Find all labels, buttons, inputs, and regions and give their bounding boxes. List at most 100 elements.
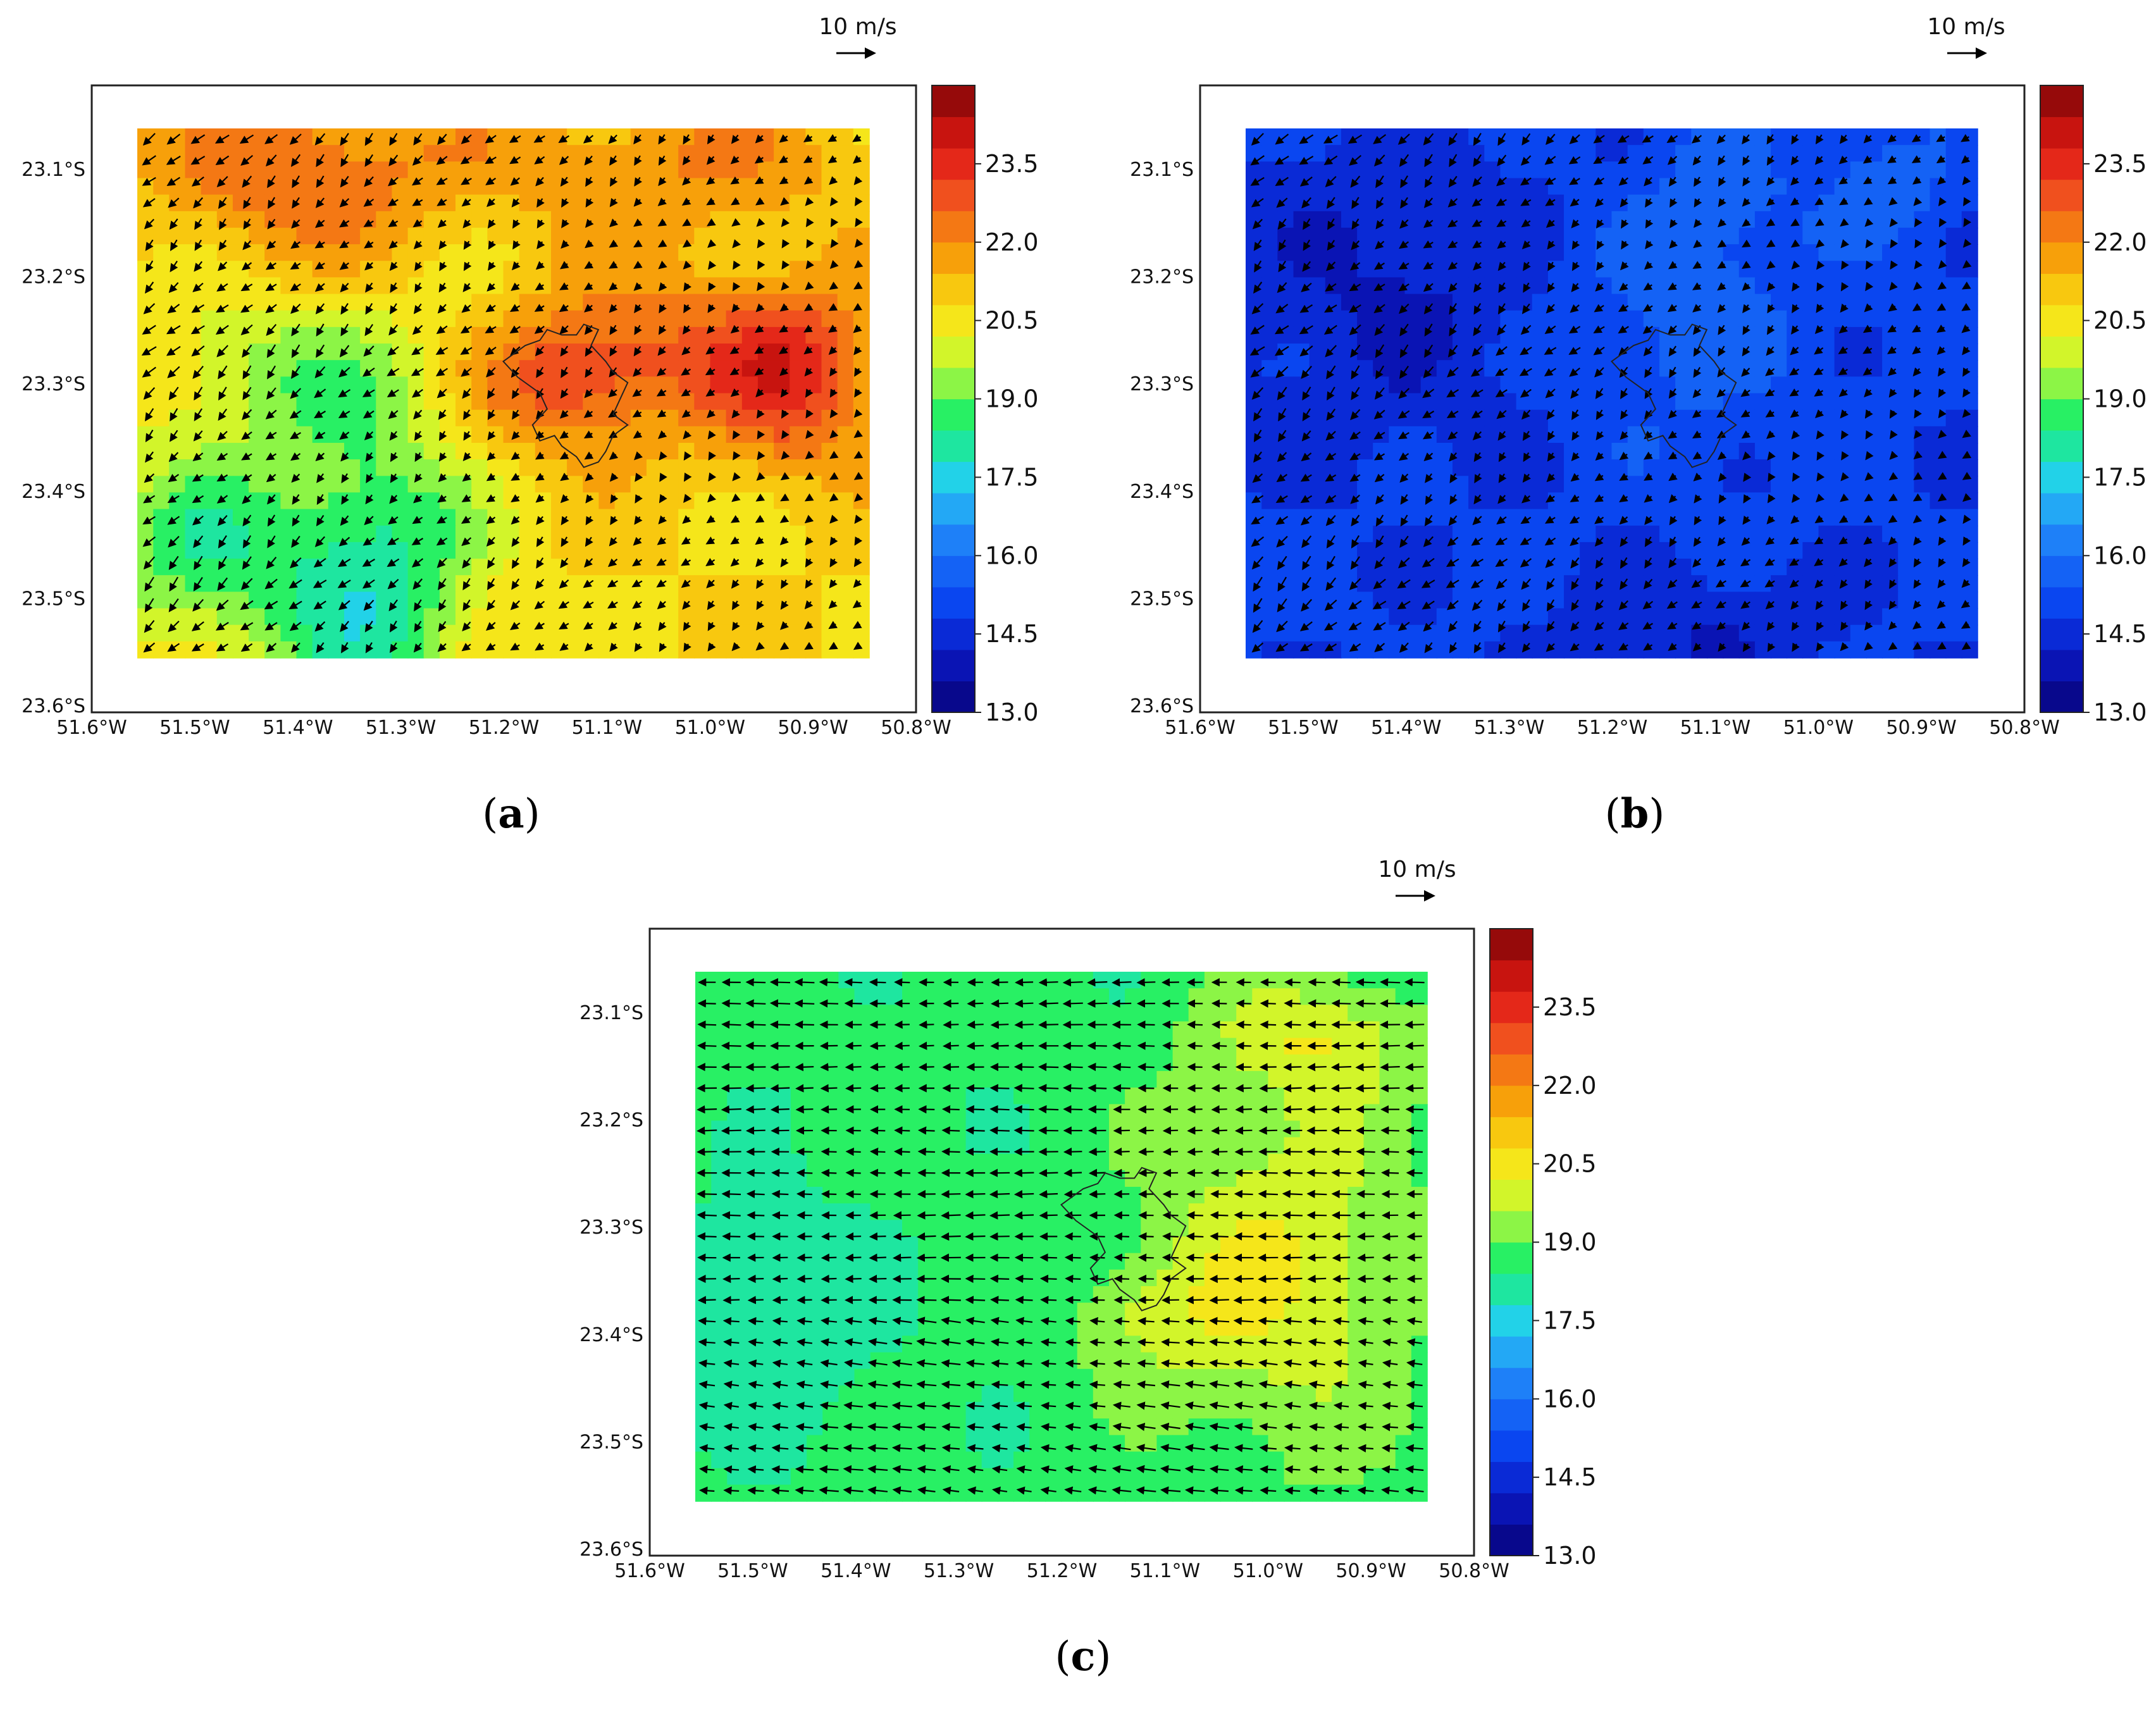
field-cell — [1293, 592, 1310, 609]
field-cell — [1404, 509, 1422, 526]
field-cell — [185, 227, 202, 245]
field-cell — [694, 360, 711, 378]
field-cell — [821, 194, 838, 212]
field-cell — [1675, 592, 1692, 609]
field-cell — [1675, 360, 1692, 378]
field-cell — [1882, 426, 1899, 443]
field-cell — [407, 525, 424, 543]
field-cell — [981, 1104, 998, 1122]
field-cell — [216, 326, 233, 344]
field-cell — [1277, 376, 1294, 394]
field-cell — [1268, 1054, 1285, 1072]
colorbar-segment — [2040, 649, 2083, 681]
field-cell — [153, 227, 170, 245]
field-cell — [439, 509, 456, 526]
field-cell — [567, 525, 584, 543]
field-cell — [1754, 509, 1771, 526]
field-cell — [1707, 542, 1724, 559]
field-cell — [1341, 509, 1358, 526]
field-cell — [1484, 145, 1501, 163]
field-cell — [646, 326, 663, 344]
field-cell — [1627, 376, 1644, 394]
field-cell — [296, 194, 313, 212]
field-cell — [551, 310, 567, 328]
field-cell — [407, 426, 424, 443]
field-cell — [1156, 1070, 1174, 1088]
field-cell — [551, 641, 567, 659]
field-cell — [646, 525, 663, 543]
field-cell — [376, 592, 393, 609]
field-cell — [710, 641, 727, 659]
field-cell — [1420, 161, 1437, 179]
colorbar-segment — [2040, 273, 2083, 306]
field-cell — [1707, 525, 1724, 543]
field-cell — [551, 261, 567, 278]
field-cell — [822, 1104, 839, 1122]
field-cell — [344, 194, 361, 212]
field-cell — [821, 360, 838, 378]
field-cell — [1404, 426, 1422, 443]
field-cell — [1357, 227, 1374, 245]
field-cell — [1468, 145, 1485, 163]
field-cell — [1787, 409, 1804, 427]
field-cell — [997, 972, 1014, 989]
field-cell — [1930, 492, 1947, 510]
field-cell — [757, 492, 774, 510]
field-cell — [1293, 310, 1310, 328]
field-cell — [662, 145, 679, 163]
field-cell — [1357, 575, 1374, 593]
field-cell — [1013, 1087, 1030, 1105]
field-cell — [264, 443, 282, 460]
field-cell — [1284, 1104, 1301, 1122]
field-cell — [312, 608, 329, 626]
field-cell — [519, 244, 536, 262]
field-cell — [1373, 294, 1390, 311]
field-cell — [153, 128, 170, 146]
latitude-tick-label: 23.3°S — [1130, 373, 1194, 395]
field-cell — [1357, 559, 1374, 576]
field-cell — [1468, 161, 1485, 179]
field-cell — [1707, 277, 1724, 295]
field-cell — [598, 376, 616, 394]
field-cell — [439, 409, 456, 427]
field-cell — [344, 592, 361, 609]
field-cell — [169, 145, 186, 163]
field-cell — [1866, 641, 1883, 659]
field-cell — [965, 1104, 982, 1122]
field-cell — [965, 972, 982, 989]
field-cell — [694, 459, 711, 477]
field-cell — [759, 1070, 776, 1088]
field-cell — [1484, 492, 1501, 510]
field-cell — [837, 443, 854, 460]
latitude-tick-label: 23.6°S — [22, 695, 85, 717]
field-cell — [216, 161, 233, 179]
colorbar-segment — [2040, 618, 2083, 650]
field-cell — [1738, 624, 1756, 642]
field-cell — [805, 525, 822, 543]
field-cell — [598, 277, 616, 295]
field-cell — [1341, 409, 1358, 427]
field-cell — [1595, 559, 1613, 576]
field-cell — [423, 443, 440, 460]
field-cell — [471, 559, 488, 576]
field-cell — [727, 1054, 744, 1072]
field-cell — [678, 592, 695, 609]
field-cell — [344, 178, 361, 195]
field-cell — [296, 542, 313, 559]
colorbar-tick-label: 19.0 — [2093, 385, 2147, 413]
field-cell — [503, 326, 520, 344]
field-cell — [837, 641, 854, 659]
field-cell — [1516, 310, 1533, 328]
field-cell — [1341, 161, 1358, 179]
field-cell — [487, 128, 504, 146]
field-cell — [662, 294, 679, 311]
field-cell — [1389, 459, 1406, 477]
field-cell — [1961, 277, 1978, 295]
field-cell — [774, 443, 791, 460]
field-cell — [805, 360, 822, 378]
field-cell — [1261, 476, 1279, 493]
field-cell — [1246, 326, 1262, 344]
field-cell — [965, 1005, 982, 1022]
field-cell — [1246, 161, 1262, 179]
field-cell — [614, 492, 631, 510]
